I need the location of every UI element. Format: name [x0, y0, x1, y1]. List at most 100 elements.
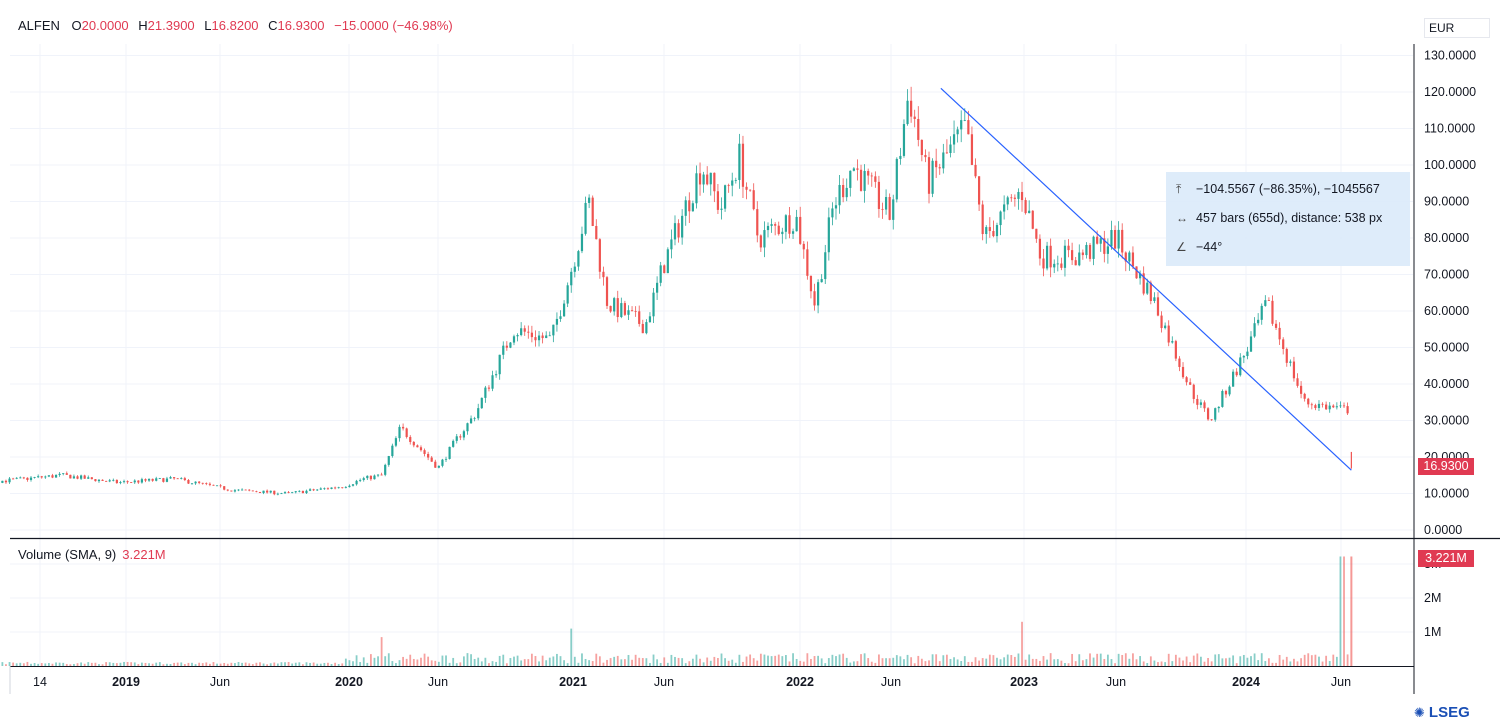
candle-body [512, 336, 516, 343]
candle-body [223, 486, 226, 490]
currency-selector[interactable]: EUR [1424, 18, 1490, 38]
volume-bar [788, 661, 791, 666]
volume-bar [1092, 657, 1095, 666]
volume-bar [1049, 653, 1052, 666]
volume-bar [119, 662, 122, 666]
volume-bar [58, 662, 61, 666]
candle-body [126, 481, 129, 483]
volume-bars[interactable] [0, 556, 1353, 666]
candle-body [502, 345, 505, 355]
candle-body [1081, 252, 1084, 256]
volume-bar [348, 660, 351, 666]
volume-bar [931, 654, 934, 666]
candle-body [834, 205, 838, 209]
volume-bar [548, 657, 551, 666]
candle-body [541, 335, 544, 339]
candle-body [1314, 405, 1317, 409]
candle-body [1106, 246, 1109, 254]
price-tick-label: 90.0000 [1424, 195, 1469, 209]
candle-body [316, 489, 319, 491]
candle-body [616, 298, 619, 318]
candle-body [401, 426, 405, 429]
volume-bar [498, 655, 501, 666]
candle-body [133, 480, 136, 483]
volume-bar [1035, 658, 1038, 666]
candle-body [627, 310, 630, 315]
candle-body [459, 436, 462, 438]
volume-bar [237, 662, 240, 666]
volume-bar [448, 662, 451, 666]
volume-bar [1192, 655, 1195, 666]
candle-body [738, 143, 741, 181]
volume-bar [724, 658, 726, 666]
candle-body [1224, 390, 1228, 395]
candle-body [469, 418, 473, 424]
candle-body [1253, 323, 1256, 337]
candle-body [230, 490, 233, 492]
volume-bar [988, 654, 991, 666]
trendline[interactable] [940, 87, 1352, 471]
ohlc-header: ALFEN O20.0000 H21.3900 L16.8200 C16.930… [18, 18, 459, 33]
volume-bar [402, 656, 404, 666]
candle-body [1078, 252, 1081, 266]
candle-body [945, 152, 948, 154]
candle-body [147, 478, 151, 481]
candle-body [1085, 244, 1088, 256]
volume-bar [992, 655, 995, 666]
volume-bar [827, 658, 830, 666]
candle-body [859, 169, 863, 191]
candle-body [588, 197, 591, 203]
volume-tick-label: 1M [1424, 625, 1441, 639]
volume-bar [148, 663, 150, 666]
candle-body [688, 200, 691, 212]
candle-body [1028, 210, 1031, 214]
candle-body [1135, 266, 1138, 279]
time-tick-label: 2024 [1232, 675, 1260, 689]
candle-body [1317, 403, 1321, 409]
candle-body [366, 475, 369, 479]
candle-body [62, 473, 65, 475]
candle-body [820, 279, 823, 283]
volume-bar [530, 653, 533, 666]
time-tick-label: 2022 [786, 675, 814, 689]
candle-body [1196, 398, 1199, 405]
candle-body [1035, 228, 1038, 239]
candle-body [419, 447, 423, 451]
volume-bar [51, 663, 54, 666]
volume-bar [1132, 653, 1134, 666]
volume-bar [352, 661, 354, 666]
candle-body [1121, 229, 1124, 253]
candle-body [1053, 263, 1056, 268]
candle-body [752, 190, 755, 210]
volume-bar [1028, 654, 1031, 666]
price-candles[interactable] [0, 86, 1352, 496]
volume-bar [495, 661, 498, 666]
candle-body [1339, 405, 1342, 407]
volume-tick-label: 2M [1424, 591, 1441, 605]
volume-bar [634, 654, 637, 666]
volume-bar [1200, 656, 1202, 666]
candle-body [1024, 200, 1027, 214]
price-tick-label: 30.0000 [1424, 414, 1469, 428]
candle-body [573, 266, 576, 272]
measure-price-range: −104.5567 (−86.35%), −1045567 [1196, 182, 1380, 196]
candle-body [1249, 336, 1253, 352]
candle-body [1003, 204, 1006, 212]
volume-bar [62, 662, 65, 666]
volume-bar [963, 656, 966, 666]
candle-body [1031, 210, 1034, 229]
volume-bar [523, 659, 526, 666]
candle-body [1285, 348, 1288, 363]
volume-bar [94, 662, 97, 666]
volume-bar [262, 663, 265, 666]
volume-bar [638, 657, 641, 666]
candle-body [1321, 403, 1324, 405]
candle-body [802, 243, 805, 250]
candle-body [158, 478, 161, 479]
volume-bar [609, 658, 612, 666]
candle-body [620, 303, 623, 318]
candle-body [813, 291, 816, 306]
candle-body [1171, 341, 1174, 343]
volume-bar [1271, 662, 1274, 666]
